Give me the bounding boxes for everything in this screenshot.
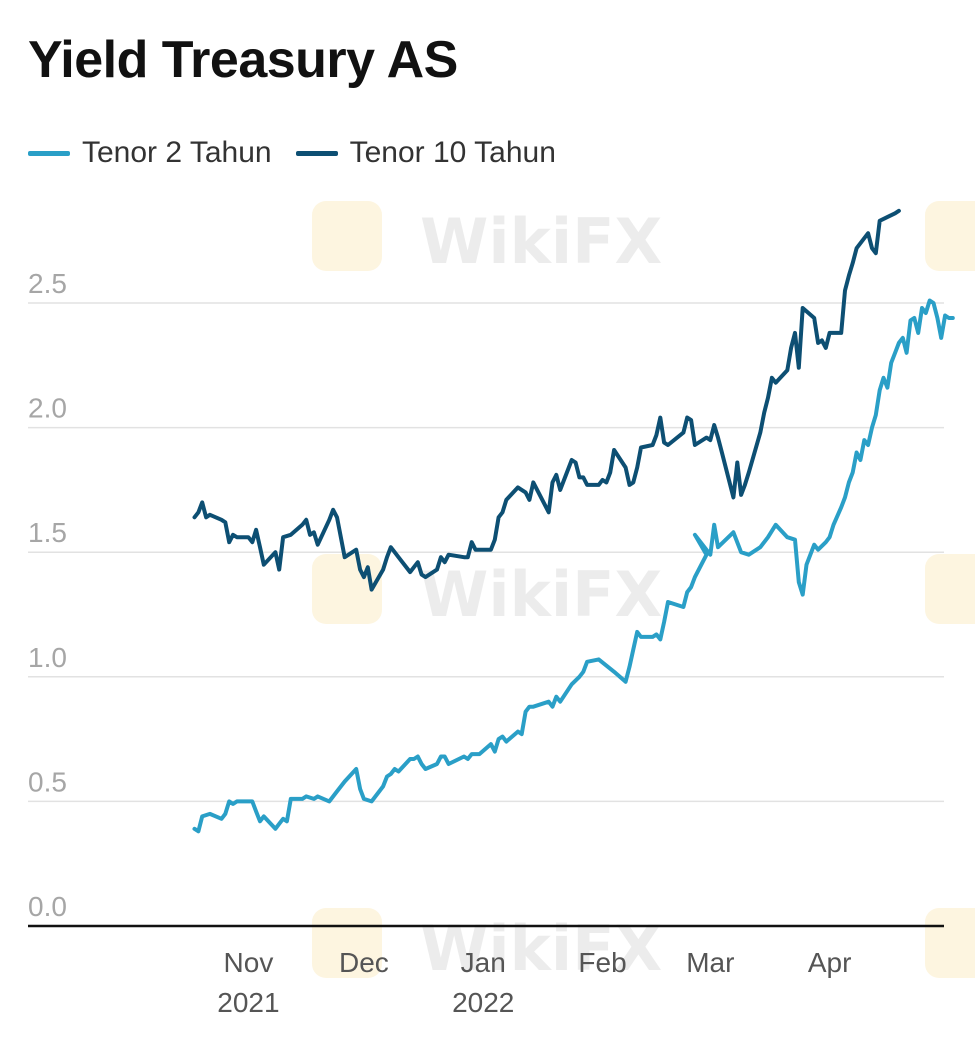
x-tick-label-5: Apr — [808, 947, 852, 978]
legend-item-series-1: Tenor 10 Tahun — [295, 136, 556, 170]
y-tick-label-1: 0.5 — [28, 766, 67, 797]
watermark-0: WikiFX — [312, 201, 662, 278]
legend-label-series-0: Tenor 2 Tahun — [82, 136, 272, 169]
legend-swatch-series-1 — [295, 150, 338, 156]
watermark-edge-logo-0 — [925, 201, 975, 271]
x-tick-label-1: Dec — [339, 947, 389, 978]
watermark-edge-logo-2 — [925, 908, 975, 978]
legend-item-series-0: Tenor 2 Tahun — [28, 136, 272, 170]
x-tick-year-0: 2021 — [217, 987, 279, 1018]
watermark-text-0: WikiFX — [420, 205, 662, 278]
legend-label-series-1: Tenor 10 Tahun — [349, 136, 556, 169]
x-tick-label-0: Nov — [224, 947, 274, 978]
x-axis-ticks: Nov 2021 Dec Jan 2022 Feb Mar Apr — [217, 947, 851, 1018]
y-tick-label-4: 2.0 — [28, 393, 67, 424]
watermark-text-2: WikiFX — [420, 912, 662, 985]
y-tick-label-0: 0.0 — [28, 891, 67, 922]
series-line-1 — [192, 208, 901, 592]
gridlines — [28, 302, 944, 803]
watermark-text-1: WikiFX — [420, 558, 662, 631]
watermark-1: WikiFX — [312, 554, 662, 631]
x-tick-label-4: Mar — [686, 947, 734, 978]
legend: Tenor 2 Tahun Tenor 10 Tahun — [28, 136, 556, 170]
y-axis-ticks: 0.0 0.5 1.0 1.5 2.0 2.5 — [28, 268, 67, 922]
y-tick-label-5: 2.5 — [28, 268, 67, 299]
series-lines — [192, 208, 955, 834]
y-tick-label-2: 1.0 — [28, 642, 67, 673]
legend-swatch-series-0 — [28, 150, 70, 156]
watermark-layer: WikiFX WikiFX WikiFX — [312, 201, 975, 985]
x-tick-label-2: Jan — [461, 947, 506, 978]
chart-title: Yield Treasury AS — [28, 31, 458, 89]
y-tick-label-3: 1.5 — [28, 517, 67, 548]
watermark-logo-0 — [312, 201, 382, 271]
watermark-edge-logo-1 — [925, 554, 975, 624]
series-line-0 — [192, 298, 955, 834]
x-tick-year-2: 2022 — [452, 987, 514, 1018]
x-tick-label-3: Feb — [578, 947, 626, 978]
watermark-2: WikiFX — [312, 908, 662, 985]
